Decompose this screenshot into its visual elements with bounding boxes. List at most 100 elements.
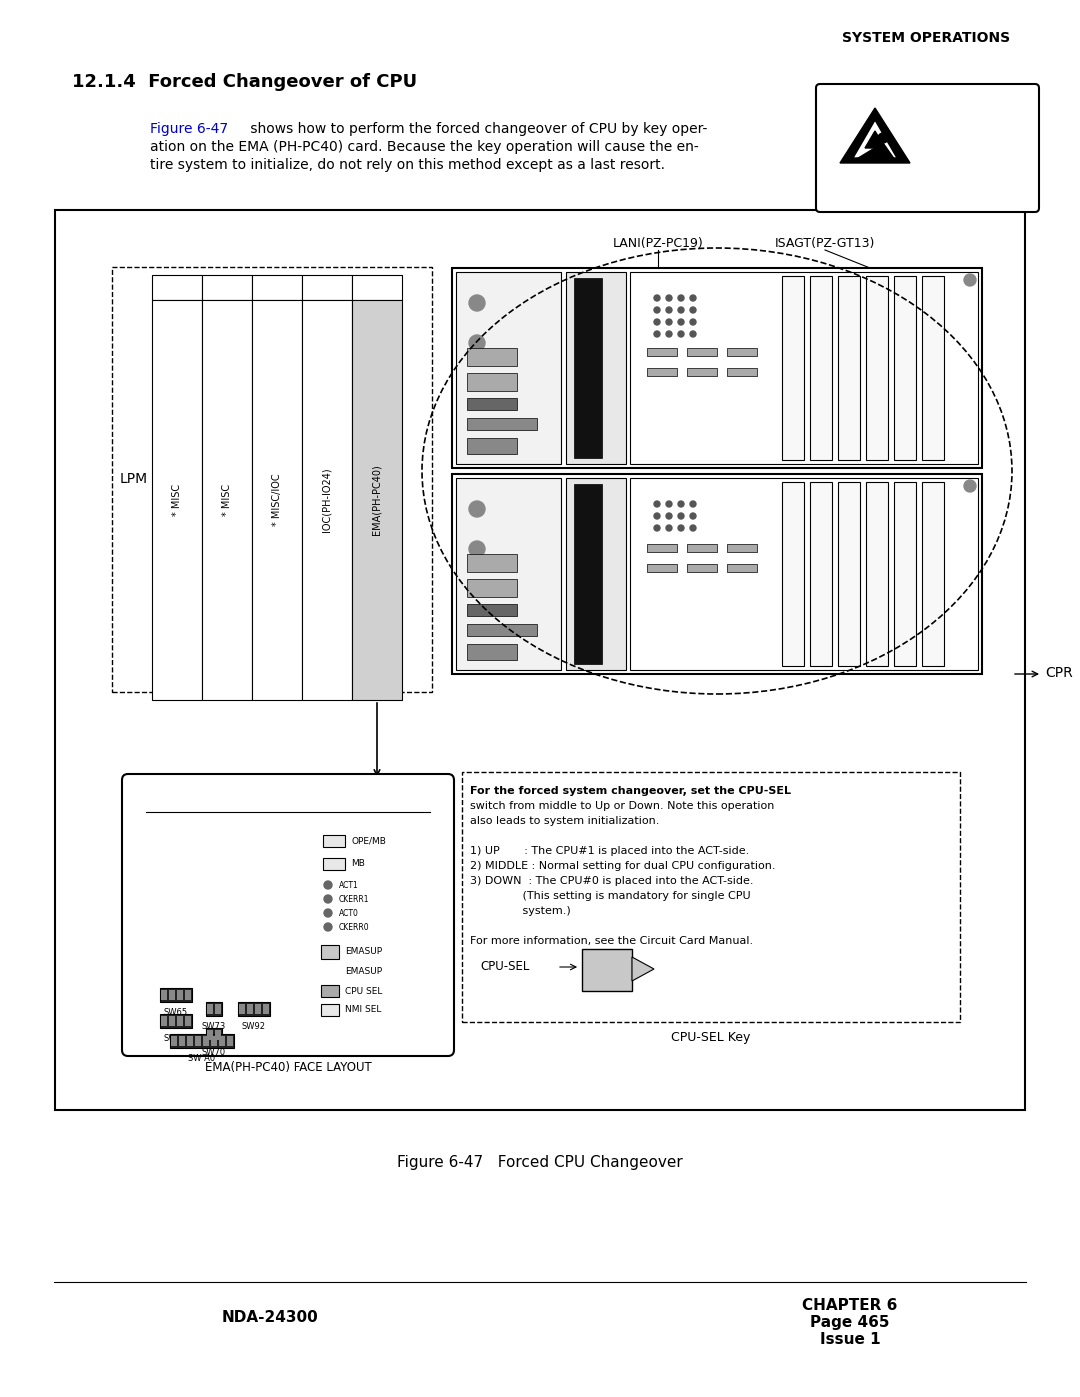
Circle shape <box>666 331 672 337</box>
Bar <box>215 1004 221 1014</box>
Circle shape <box>678 319 684 326</box>
Text: SW65: SW65 <box>164 1009 188 1017</box>
Text: 3: 3 <box>720 659 726 669</box>
Bar <box>152 300 202 700</box>
Bar <box>838 482 860 666</box>
Text: SW A0: SW A0 <box>188 1053 216 1063</box>
Circle shape <box>964 481 976 492</box>
Circle shape <box>678 525 684 531</box>
Bar <box>467 578 517 597</box>
Circle shape <box>678 513 684 520</box>
Text: 0: 0 <box>670 659 674 669</box>
Bar <box>687 367 717 376</box>
Circle shape <box>666 513 672 520</box>
Circle shape <box>324 895 332 902</box>
Bar <box>207 1004 213 1014</box>
Circle shape <box>654 307 660 313</box>
Circle shape <box>654 502 660 507</box>
Text: ATTENTION: ATTENTION <box>879 156 950 166</box>
Bar <box>168 1016 175 1025</box>
Circle shape <box>666 319 672 326</box>
Bar <box>582 949 632 990</box>
Circle shape <box>666 502 672 507</box>
Bar <box>252 300 302 700</box>
Bar <box>185 990 191 1000</box>
Bar <box>211 1037 217 1046</box>
Circle shape <box>690 319 696 326</box>
Bar <box>177 1016 183 1025</box>
Text: For more information, see the Circuit Card Manual.: For more information, see the Circuit Ca… <box>470 936 753 946</box>
Text: 01: 01 <box>219 281 235 293</box>
Text: * MISC: * MISC <box>222 483 232 515</box>
Polygon shape <box>632 957 654 981</box>
Circle shape <box>690 513 696 520</box>
Bar <box>264 1004 269 1014</box>
Bar <box>207 1030 213 1039</box>
Circle shape <box>964 274 976 286</box>
Bar <box>323 858 345 870</box>
Text: Issue 1: Issue 1 <box>820 1331 880 1347</box>
Circle shape <box>678 295 684 300</box>
Bar <box>161 990 167 1000</box>
Bar <box>152 275 202 300</box>
Text: SYSTEM OPERATIONS: SYSTEM OPERATIONS <box>842 31 1010 45</box>
Circle shape <box>654 331 660 337</box>
Bar <box>467 644 517 659</box>
Bar <box>727 564 757 571</box>
Polygon shape <box>855 142 895 161</box>
Text: Handling: Handling <box>893 189 936 198</box>
Text: system.): system.) <box>470 907 570 916</box>
Bar <box>239 1004 245 1014</box>
Bar <box>202 275 252 300</box>
Text: SW73: SW73 <box>202 1023 226 1031</box>
Bar <box>467 555 517 571</box>
Text: 02: 02 <box>269 281 285 293</box>
Bar <box>922 277 944 460</box>
Bar <box>161 1016 167 1025</box>
Bar <box>238 1002 270 1016</box>
Text: ISAGT(PZ-GT13): ISAGT(PZ-GT13) <box>774 236 875 250</box>
Bar <box>467 348 517 366</box>
Bar <box>647 367 677 376</box>
Text: 03: 03 <box>319 281 335 293</box>
Circle shape <box>878 133 888 142</box>
Circle shape <box>654 295 660 300</box>
Circle shape <box>666 307 672 313</box>
Text: 2: 2 <box>704 659 708 669</box>
Bar <box>866 482 888 666</box>
Bar <box>195 1037 201 1046</box>
Text: 3: 3 <box>720 454 726 462</box>
Text: 1: 1 <box>687 454 691 462</box>
Bar <box>467 373 517 391</box>
Bar <box>810 277 832 460</box>
Text: * MISC/IOC: * MISC/IOC <box>272 474 282 527</box>
Circle shape <box>690 307 696 313</box>
Text: 12.1.4  Forced Changeover of CPU: 12.1.4 Forced Changeover of CPU <box>72 73 417 91</box>
Text: * MISC: * MISC <box>172 483 183 515</box>
Text: (This setting is mandatory for single CPU: (This setting is mandatory for single CP… <box>470 891 751 901</box>
FancyBboxPatch shape <box>816 84 1039 212</box>
Bar <box>252 275 302 300</box>
Text: OPE/MB: OPE/MB <box>351 837 386 845</box>
Text: 5: 5 <box>755 659 759 669</box>
Text: ation on the EMA (PH-PC40) card. Because the key operation will cause the en-: ation on the EMA (PH-PC40) card. Because… <box>150 140 699 154</box>
Bar <box>321 985 339 997</box>
Text: CKERR0: CKERR0 <box>339 922 369 932</box>
Bar <box>255 1004 261 1014</box>
Bar <box>453 474 982 673</box>
Circle shape <box>690 295 696 300</box>
Bar <box>727 367 757 376</box>
Polygon shape <box>853 120 897 158</box>
Bar <box>727 348 757 356</box>
Text: CPU-SEL Key: CPU-SEL Key <box>672 1031 751 1044</box>
Circle shape <box>678 307 684 313</box>
Bar <box>185 1016 191 1025</box>
Circle shape <box>678 331 684 337</box>
Circle shape <box>324 882 332 888</box>
Bar <box>227 1037 233 1046</box>
Circle shape <box>324 923 332 930</box>
Text: 0: 0 <box>670 454 674 462</box>
Bar <box>573 278 602 458</box>
Circle shape <box>654 319 660 326</box>
Circle shape <box>469 541 485 557</box>
